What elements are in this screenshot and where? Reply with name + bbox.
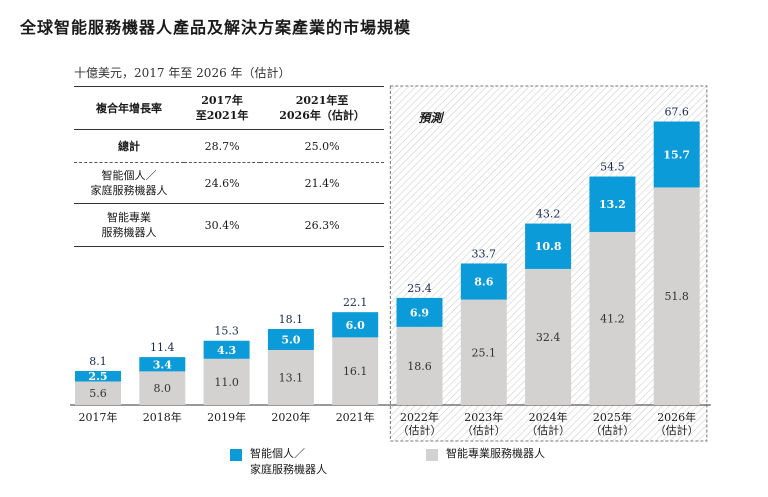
bar-professional bbox=[139, 371, 186, 405]
x-tick-label: 2023年 bbox=[464, 410, 503, 424]
legend-item-personal: 智能個人／ 家庭服務機器人 bbox=[230, 446, 327, 478]
data-label-personal: 5.0 bbox=[281, 333, 300, 346]
bar-personal bbox=[589, 176, 636, 232]
data-label-professional: 8.0 bbox=[154, 382, 172, 395]
bar-personal bbox=[460, 263, 507, 300]
cagr-header-row: 複合年增長率 2017年 至2021年 2021年至 2026年（估計） bbox=[74, 86, 384, 130]
data-label-personal: 8.6 bbox=[474, 276, 493, 289]
data-label-professional: 16.1 bbox=[343, 365, 368, 378]
legend-swatch-personal bbox=[230, 449, 242, 461]
bar-professional bbox=[332, 337, 379, 405]
cagr-header-label: 複合年增長率 bbox=[74, 86, 184, 130]
x-tick-label: 2025年 bbox=[593, 410, 632, 424]
bar-professional bbox=[203, 358, 250, 405]
data-label-total: 22.1 bbox=[343, 296, 368, 309]
x-tick-label: （估計） bbox=[462, 423, 506, 437]
bar-professional bbox=[653, 187, 700, 405]
cagr-value: 28.7% bbox=[184, 129, 261, 163]
cagr-header-period2: 2021年至 2026年（估計） bbox=[260, 86, 384, 130]
x-tick-label: （估計） bbox=[526, 423, 570, 437]
legend-item-professional: 智能專業服務機器人 bbox=[426, 446, 545, 462]
bar-personal bbox=[75, 370, 121, 382]
data-label-personal: 6.9 bbox=[410, 306, 429, 319]
cagr-row-label: 總計 bbox=[74, 129, 184, 163]
bar-professional bbox=[460, 299, 507, 405]
bar-professional bbox=[75, 381, 121, 405]
legend-label-personal: 智能個人／ 家庭服務機器人 bbox=[250, 447, 327, 476]
data-label-total: 54.5 bbox=[600, 161, 625, 174]
x-tick-label: 2017年 bbox=[79, 410, 118, 424]
x-tick-label: 2022年 bbox=[400, 410, 439, 424]
data-label-total: 18.1 bbox=[279, 313, 304, 326]
legend-swatch-professional bbox=[426, 449, 438, 461]
data-label-professional: 25.1 bbox=[472, 346, 497, 359]
x-tick-label: （估計） bbox=[655, 423, 699, 437]
cagr-value: 30.4% bbox=[184, 203, 261, 247]
data-label-professional: 51.8 bbox=[664, 290, 689, 303]
bar-personal bbox=[267, 328, 314, 350]
cagr-value: 21.4% bbox=[260, 162, 384, 204]
x-tick-label: 2024年 bbox=[529, 410, 568, 424]
bar-professional bbox=[589, 231, 636, 405]
x-tick-label: 2026年 bbox=[657, 410, 696, 424]
bar-personal bbox=[139, 357, 186, 372]
cagr-value: 25.0% bbox=[260, 129, 384, 163]
cagr-table: 複合年增長率 2017年 至2021年 2021年至 2026年（估計） 總計 … bbox=[74, 86, 384, 247]
bar-professional bbox=[396, 326, 443, 405]
data-label-personal: 6.0 bbox=[346, 319, 365, 332]
data-label-personal: 15.7 bbox=[663, 148, 690, 161]
data-label-professional: 18.6 bbox=[407, 360, 432, 373]
cagr-row-personal: 智能個人／ 家庭服務機器人 24.6% 21.4% bbox=[74, 162, 384, 204]
bar-personal bbox=[332, 312, 379, 338]
cagr-row-label: 智能個人／ 家庭服務機器人 bbox=[74, 162, 184, 204]
data-label-professional: 41.2 bbox=[600, 312, 625, 325]
data-label-personal: 2.5 bbox=[88, 370, 107, 383]
x-tick-label: 2020年 bbox=[271, 410, 310, 424]
bar-personal bbox=[396, 297, 443, 327]
data-label-personal: 3.4 bbox=[153, 358, 172, 371]
data-label-total: 33.7 bbox=[472, 247, 497, 260]
data-label-professional: 13.1 bbox=[279, 371, 304, 384]
x-tick-label: 2018年 bbox=[143, 410, 182, 424]
data-label-professional: 11.0 bbox=[214, 376, 239, 389]
cagr-row-total: 總計 28.7% 25.0% bbox=[74, 129, 384, 163]
cagr-value: 26.3% bbox=[260, 203, 384, 247]
data-label-personal: 13.2 bbox=[599, 198, 626, 211]
data-label-personal: 4.3 bbox=[217, 344, 236, 357]
bar-personal bbox=[653, 121, 700, 188]
x-tick-label: （估計） bbox=[398, 423, 442, 437]
data-label-professional: 32.4 bbox=[536, 331, 561, 344]
bar-personal bbox=[525, 223, 572, 269]
forecast-label: 預測 bbox=[418, 111, 444, 125]
unit-note: 十億美元，2017 年至 2026 年（估計） bbox=[74, 66, 291, 80]
chart-title: 全球智能服務機器人產品及解決方案產業的市場規模 bbox=[20, 18, 412, 37]
x-tick-label: 2021年 bbox=[336, 410, 375, 424]
bar-professional bbox=[525, 268, 572, 405]
bar-personal bbox=[203, 340, 250, 359]
data-label-total: 8.1 bbox=[89, 355, 107, 368]
x-tick-label: 2019年 bbox=[207, 410, 246, 424]
data-label-total: 25.4 bbox=[407, 282, 432, 295]
data-label-professional: 5.6 bbox=[89, 387, 107, 400]
bar-professional bbox=[267, 349, 314, 405]
data-label-personal: 10.8 bbox=[535, 240, 562, 253]
cagr-header-period1: 2017年 至2021年 bbox=[184, 86, 261, 130]
data-label-total: 67.6 bbox=[664, 106, 689, 119]
data-label-total: 11.4 bbox=[150, 341, 175, 354]
cagr-value: 24.6% bbox=[184, 162, 261, 204]
cagr-row-professional: 智能專業 服務機器人 30.4% 26.3% bbox=[74, 203, 384, 247]
data-label-total: 15.3 bbox=[214, 325, 239, 338]
cagr-row-label: 智能專業 服務機器人 bbox=[74, 203, 184, 247]
data-label-total: 43.2 bbox=[536, 208, 561, 221]
x-tick-label: （估計） bbox=[590, 423, 634, 437]
legend-label-professional: 智能專業服務機器人 bbox=[446, 447, 545, 460]
